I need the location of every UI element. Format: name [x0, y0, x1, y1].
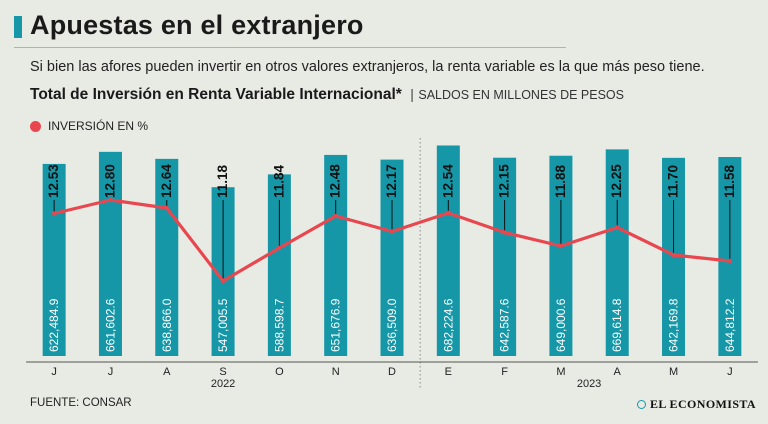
pct-label-5: 12.48: [328, 164, 343, 198]
x-tick-label-8: F: [501, 366, 508, 378]
line-point-0: [51, 211, 57, 216]
brand-name: EL ECONOMISTA: [650, 397, 756, 411]
pct-label-10: 12.25: [609, 164, 624, 198]
x-tick-label-11: M: [669, 366, 678, 378]
line-point-9: [558, 243, 564, 249]
x-tick-label-9: M: [556, 366, 565, 378]
pct-label-9: 11.88: [553, 164, 568, 198]
line-point-10: [615, 225, 620, 230]
source-note: FUENTE: CONSAR: [30, 397, 132, 409]
brand-globe-icon: [637, 400, 646, 409]
pct-label-6: 12.17: [384, 164, 399, 198]
x-tick-label-1: J: [108, 366, 114, 378]
line-point-8: [502, 230, 507, 235]
title-accent-bar: [14, 16, 22, 38]
legend-label: INVERSIÓN EN %: [48, 119, 149, 133]
bar-10: [605, 149, 629, 356]
bar-value-label-0: 622,484.9: [47, 298, 61, 352]
x-tick-label-3: S: [219, 366, 226, 378]
x-tick-label-7: E: [445, 366, 452, 378]
pct-label-0: 12.53: [46, 164, 61, 198]
bar-value-label-11: 642,169.8: [667, 298, 681, 352]
bar-value-label-3: 547,005.5: [216, 298, 230, 352]
pct-label-12: 11.58: [722, 164, 737, 198]
bar-8: [493, 157, 517, 356]
legend-marker-icon: [30, 120, 41, 132]
line-point-1: [108, 197, 113, 203]
x-tick-label-2: A: [163, 366, 171, 378]
bar-5: [324, 154, 348, 356]
title-divider: [14, 47, 566, 48]
bar-value-label-12: 644,812.2: [723, 298, 737, 352]
chart-title: Total de Inversión en Renta Variable Int…: [30, 86, 402, 103]
line-point-12: [727, 258, 733, 264]
pct-label-1: 12.80: [102, 164, 117, 198]
line-point-3: [220, 278, 226, 284]
x-tick-label-6: D: [388, 366, 396, 378]
chart-heading: Total de Inversión en Renta Variable Int…: [30, 86, 624, 104]
x-tick-label-4: O: [275, 366, 284, 378]
bar-value-label-2: 638,866.0: [160, 298, 174, 352]
line-point-2: [164, 205, 169, 211]
brand-logo: EL ECONOMISTA: [637, 397, 756, 412]
line-point-11: [671, 252, 676, 258]
x-tick-label-10: A: [614, 366, 622, 378]
bar-6: [380, 159, 404, 356]
bar-value-label-8: 642,587.6: [498, 298, 512, 352]
bar-4: [267, 174, 291, 356]
pct-label-11: 11.70: [666, 165, 681, 198]
line-point-7: [446, 210, 451, 216]
bar-value-label-5: 651,676.9: [329, 298, 343, 352]
bar-value-label-9: 649,000.6: [554, 298, 568, 352]
pct-label-2: 12.64: [159, 164, 174, 198]
year-label-1: 2023: [577, 378, 601, 390]
bar-value-label-1: 661,602.6: [103, 298, 117, 352]
page-title: Apuestas en el extranjero: [30, 10, 364, 40]
bar-9: [549, 155, 573, 356]
pct-label-3: 11.18: [215, 164, 230, 198]
year-label-0: 2022: [211, 378, 235, 390]
chart-title-separator: |: [410, 86, 414, 102]
pct-label-7: 12.54: [440, 164, 455, 198]
chart-unit-label: SALDOS EN MILLONES DE PESOS: [418, 88, 624, 102]
line-point-4: [277, 245, 282, 251]
bar-value-label-10: 669,614.8: [610, 298, 624, 352]
pct-label-4: 11.84: [271, 164, 286, 198]
bar-7: [436, 145, 460, 356]
bar-value-label-7: 682,224.6: [441, 298, 455, 352]
pct-label-8: 12.15: [497, 164, 512, 198]
bar-value-label-4: 588,598.7: [272, 298, 286, 352]
bar-value-label-6: 636,509.0: [385, 298, 399, 352]
x-tick-label-12: J: [727, 366, 733, 378]
x-tick-label-5: N: [332, 366, 340, 378]
line-point-5: [333, 213, 338, 219]
line-point-6: [389, 229, 395, 234]
page-subtitle: Si bien las afores pueden invertir en ot…: [30, 59, 705, 75]
x-tick-label-0: J: [51, 366, 57, 378]
chart-legend: INVERSIÓN EN %: [30, 119, 148, 133]
